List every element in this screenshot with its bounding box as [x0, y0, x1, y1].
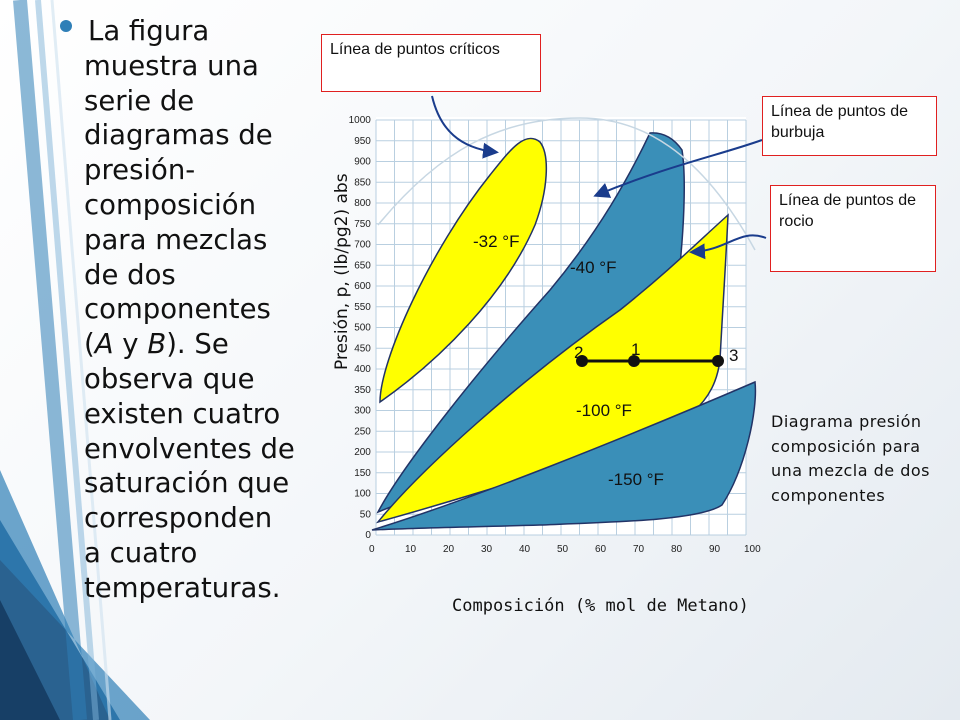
x-tick-label: 100 [744, 544, 761, 555]
text-line: composición [84, 188, 256, 221]
x-tick-label: 0 [369, 544, 375, 555]
text-line: muestra una [84, 49, 259, 82]
y-tick-label: 0 [365, 530, 371, 541]
y-tick-label: 250 [354, 426, 371, 437]
text-fragment: ). Se [166, 328, 229, 361]
text-line: (A y B). Se [84, 327, 314, 362]
envelope-minus-150 [371, 380, 757, 531]
y-tick-label: 300 [354, 406, 371, 417]
x-tick-label: 90 [709, 544, 721, 555]
x-tick-label: 70 [633, 544, 645, 555]
critical-points-line [377, 117, 756, 251]
y-tick-labels: 0 50 100 150 200 250 300 350 400 450 500 550 600 650 7… [349, 115, 372, 541]
y-tick-label: 50 [360, 509, 372, 520]
diagram-caption: Diagrama presión composición para una me… [771, 412, 930, 505]
main-paragraph: La figura muestra una serie de diagramas… [84, 14, 314, 606]
text-line: diagramas de [84, 119, 273, 152]
text-line: corresponden [84, 502, 273, 535]
text-line: envolventes de [84, 432, 295, 465]
component-a: A [94, 328, 114, 361]
envelope-label: -100 °F [576, 401, 632, 420]
callout-text: Línea de puntos de rocio [779, 192, 917, 230]
x-axis-label: Composición (% mol de Metano) [452, 596, 749, 616]
text-line: presión- [84, 154, 196, 187]
y-tick-label: 700 [354, 240, 371, 251]
y-tick-label: 150 [354, 468, 371, 479]
text-line: de dos [84, 258, 176, 291]
y-tick-label: 650 [354, 260, 371, 271]
text-line: temperaturas. [84, 571, 281, 604]
y-tick-label: 750 [354, 219, 371, 230]
x-tick-label: 60 [595, 544, 607, 555]
y-tick-label: 500 [354, 323, 371, 334]
point-2-marker [576, 355, 588, 367]
y-tick-label: 800 [354, 198, 371, 209]
y-tick-label: 850 [354, 177, 371, 188]
point-1-marker [628, 355, 640, 367]
y-tick-label: 900 [354, 157, 371, 168]
y-tick-label: 950 [354, 136, 371, 147]
text-line: saturación que [84, 467, 290, 500]
y-tick-label: 600 [354, 281, 371, 292]
y-tick-label: 200 [354, 447, 371, 458]
arrow-criticos [431, 95, 499, 159]
y-tick-label: 1000 [349, 115, 372, 126]
y-axis-label: Presión, p, (lb/pg2) abs [332, 173, 352, 370]
point-3-marker [712, 355, 724, 367]
envelope-label: -40 °F [570, 258, 616, 277]
text-line: La figura [88, 15, 210, 47]
envelope-label: -32 °F [473, 232, 519, 251]
callout-dew-points: Línea de puntos de rocio [770, 185, 936, 272]
x-tick-label: 80 [671, 544, 683, 555]
y-tick-label: 400 [354, 364, 371, 375]
bullet-icon [60, 20, 72, 32]
text-line: a cuatro [84, 536, 198, 569]
point-1-label: 1 [631, 340, 640, 359]
x-tick-label: 50 [557, 544, 569, 555]
envelope-label: -150 °F [608, 470, 664, 489]
envelope-minus-32 [379, 137, 548, 404]
text-line: para mezclas [84, 223, 268, 256]
text-fragment: ( [84, 328, 95, 361]
x-tick-label: 30 [481, 544, 493, 555]
point-3-label: 3 [729, 346, 738, 365]
text-line: serie de [84, 84, 195, 117]
x-tick-label: 40 [519, 544, 531, 555]
arrow-burbuja [593, 139, 763, 198]
x-tick-label: 10 [405, 544, 417, 555]
y-tick-label: 350 [354, 385, 371, 396]
callout-critical-points: Línea de puntos críticos [321, 34, 541, 92]
text-line: componentes [84, 293, 271, 326]
x-tick-label: 20 [443, 544, 455, 555]
callout-text: Línea de puntos críticos [330, 41, 500, 58]
text-line: observa que [84, 362, 255, 395]
y-tick-label: 550 [354, 302, 371, 313]
text-fragment: y [113, 328, 148, 361]
callout-text: Línea de puntos de burbuja [771, 103, 909, 141]
y-tick-label: 100 [354, 489, 371, 500]
callout-bubble-points: Línea de puntos de burbuja [762, 96, 937, 156]
x-tick-labels: 0 10 20 30 40 50 60 70 80 90 100 [369, 544, 761, 555]
arrow-rocio [689, 234, 767, 260]
y-tick-label: 450 [354, 343, 371, 354]
component-b: B [147, 328, 167, 361]
point-2-label: 2 [574, 343, 583, 362]
text-line: existen cuatro [84, 397, 281, 430]
